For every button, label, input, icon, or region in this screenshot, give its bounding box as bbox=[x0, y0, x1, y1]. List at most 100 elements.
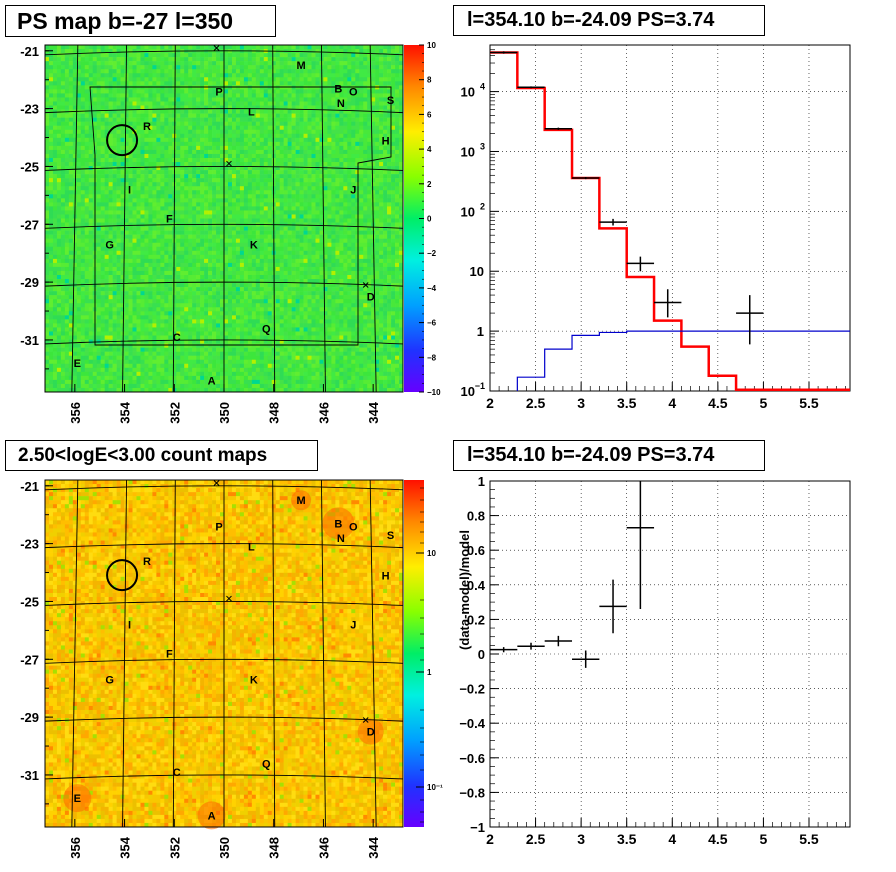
colorbar-tick-label: 10⁻¹ bbox=[427, 783, 443, 792]
source-label-m: M bbox=[296, 495, 305, 507]
source-label-s: S bbox=[387, 95, 394, 107]
source-label-r: R bbox=[143, 121, 151, 133]
hot-spot bbox=[322, 507, 355, 540]
x-tick-label: 3.5 bbox=[617, 831, 637, 847]
lon-tick-label: 344 bbox=[366, 401, 381, 423]
colorbar-tick-label: −4 bbox=[427, 284, 437, 293]
source-label-n: N bbox=[337, 533, 345, 545]
source-label-e: E bbox=[74, 793, 81, 805]
source-label-m: M bbox=[296, 60, 305, 72]
data-point bbox=[517, 86, 545, 89]
y-tick-label: 10 bbox=[470, 264, 484, 279]
lat-tick-label: -23 bbox=[20, 102, 39, 117]
residual-point bbox=[490, 647, 518, 653]
lat-tick-label: -29 bbox=[20, 275, 39, 290]
colorbar-ps bbox=[404, 45, 424, 392]
data-point bbox=[599, 218, 627, 226]
y-tick-label: 10 bbox=[461, 204, 475, 219]
longitude-line bbox=[71, 44, 79, 393]
y-tick-exponent: 4 bbox=[480, 82, 485, 92]
x-tick-label: 4 bbox=[668, 395, 676, 411]
y-tick-label: 0.2 bbox=[467, 612, 485, 627]
longitude-line bbox=[272, 479, 276, 828]
residual-point bbox=[544, 635, 573, 647]
x-tick-label: 2 bbox=[486, 395, 494, 411]
source-label-c: C bbox=[173, 767, 181, 779]
y-tick-label: −0.2 bbox=[459, 682, 485, 697]
source-label-k: K bbox=[250, 675, 258, 687]
x-tick-label: 5 bbox=[760, 395, 768, 411]
residual-point bbox=[626, 481, 655, 610]
residual-grid bbox=[489, 480, 850, 828]
lon-tick-label: 346 bbox=[316, 837, 331, 859]
longitude-line bbox=[369, 44, 377, 393]
longitude-line bbox=[320, 44, 326, 393]
longitude-line bbox=[172, 44, 176, 393]
source-label-q: Q bbox=[262, 758, 271, 770]
lon-tick-label: 354 bbox=[118, 836, 133, 858]
spectrum-frame bbox=[489, 44, 851, 392]
target-circle bbox=[106, 559, 139, 592]
x-marker bbox=[362, 282, 369, 288]
y-tick-label: 10 bbox=[461, 384, 475, 399]
source-label-b: B bbox=[334, 83, 342, 95]
x-tick-label: 4.5 bbox=[708, 395, 728, 411]
lat-tick-label: -27 bbox=[20, 652, 39, 667]
source-label-o: O bbox=[349, 521, 358, 533]
source-label-a: A bbox=[208, 810, 216, 822]
hot-spot bbox=[357, 718, 384, 745]
lat-tick-label: -25 bbox=[20, 594, 39, 609]
colorbar-tick-label: −6 bbox=[427, 319, 437, 328]
lon-tick-label: 344 bbox=[366, 836, 381, 858]
hot-spot bbox=[197, 801, 226, 830]
lon-tick-label: 350 bbox=[217, 402, 232, 424]
x-tick-label: 5.5 bbox=[799, 831, 819, 847]
source-label-q: Q bbox=[262, 323, 271, 335]
hot-spot bbox=[63, 784, 92, 813]
x-marker bbox=[226, 595, 232, 602]
source-label-c: C bbox=[173, 332, 181, 344]
coordinate-grid bbox=[44, 479, 404, 828]
y-tick-label: −0.8 bbox=[459, 785, 485, 800]
residual-y-axis-label: (data-model)/model bbox=[457, 530, 472, 650]
source-label-p: P bbox=[215, 86, 222, 98]
colorbar-tick-label: −10 bbox=[427, 388, 441, 397]
longitude-line bbox=[71, 479, 79, 828]
residual-plot: 2 2.5 3 3.5 4 4.5 5 5.5 1 0.8 0.6 0.4 0.2 0 −0.2 −0.4 −0… bbox=[457, 474, 851, 847]
count-map-title: 2.50<logE<3.00 count maps bbox=[5, 440, 318, 471]
longitude-line bbox=[320, 479, 326, 828]
source-label-s: S bbox=[387, 530, 394, 542]
source-label-n: N bbox=[337, 98, 345, 110]
residual-point bbox=[599, 579, 627, 634]
region-outline bbox=[89, 86, 392, 346]
data-point bbox=[654, 289, 682, 318]
lat-tick-label: -23 bbox=[20, 537, 39, 552]
y-tick-label: 1 bbox=[477, 324, 484, 339]
source-label-a: A bbox=[208, 375, 216, 387]
longitude-line bbox=[122, 44, 128, 393]
y-tick-label: −0.4 bbox=[459, 716, 485, 731]
source-label-l: L bbox=[248, 107, 255, 119]
colorbar-counts bbox=[404, 480, 424, 827]
longitude-line bbox=[172, 479, 176, 828]
source-label-h: H bbox=[382, 135, 390, 147]
source-label-j: J bbox=[350, 620, 356, 632]
source-label-r: R bbox=[143, 556, 151, 568]
x-tick-label: 3 bbox=[577, 831, 585, 847]
lon-tick-label: 348 bbox=[267, 402, 282, 424]
lat-tick-label: -21 bbox=[20, 479, 39, 494]
lon-tick-label: 348 bbox=[267, 837, 282, 859]
source-label-f: F bbox=[166, 214, 173, 226]
y-tick-label: 10 bbox=[461, 144, 475, 159]
residual-point bbox=[572, 650, 600, 668]
source-label-f: F bbox=[166, 649, 173, 661]
lat-tick-label: -21 bbox=[20, 44, 39, 59]
x-tick-label: 5.5 bbox=[799, 395, 819, 411]
lat-tick-label: -29 bbox=[20, 710, 39, 725]
source-label-d: D bbox=[367, 727, 375, 739]
data-point bbox=[736, 295, 764, 345]
colorbar-tick-label: −8 bbox=[427, 353, 437, 362]
x-marker bbox=[213, 480, 220, 486]
background-histogram bbox=[516, 330, 850, 391]
